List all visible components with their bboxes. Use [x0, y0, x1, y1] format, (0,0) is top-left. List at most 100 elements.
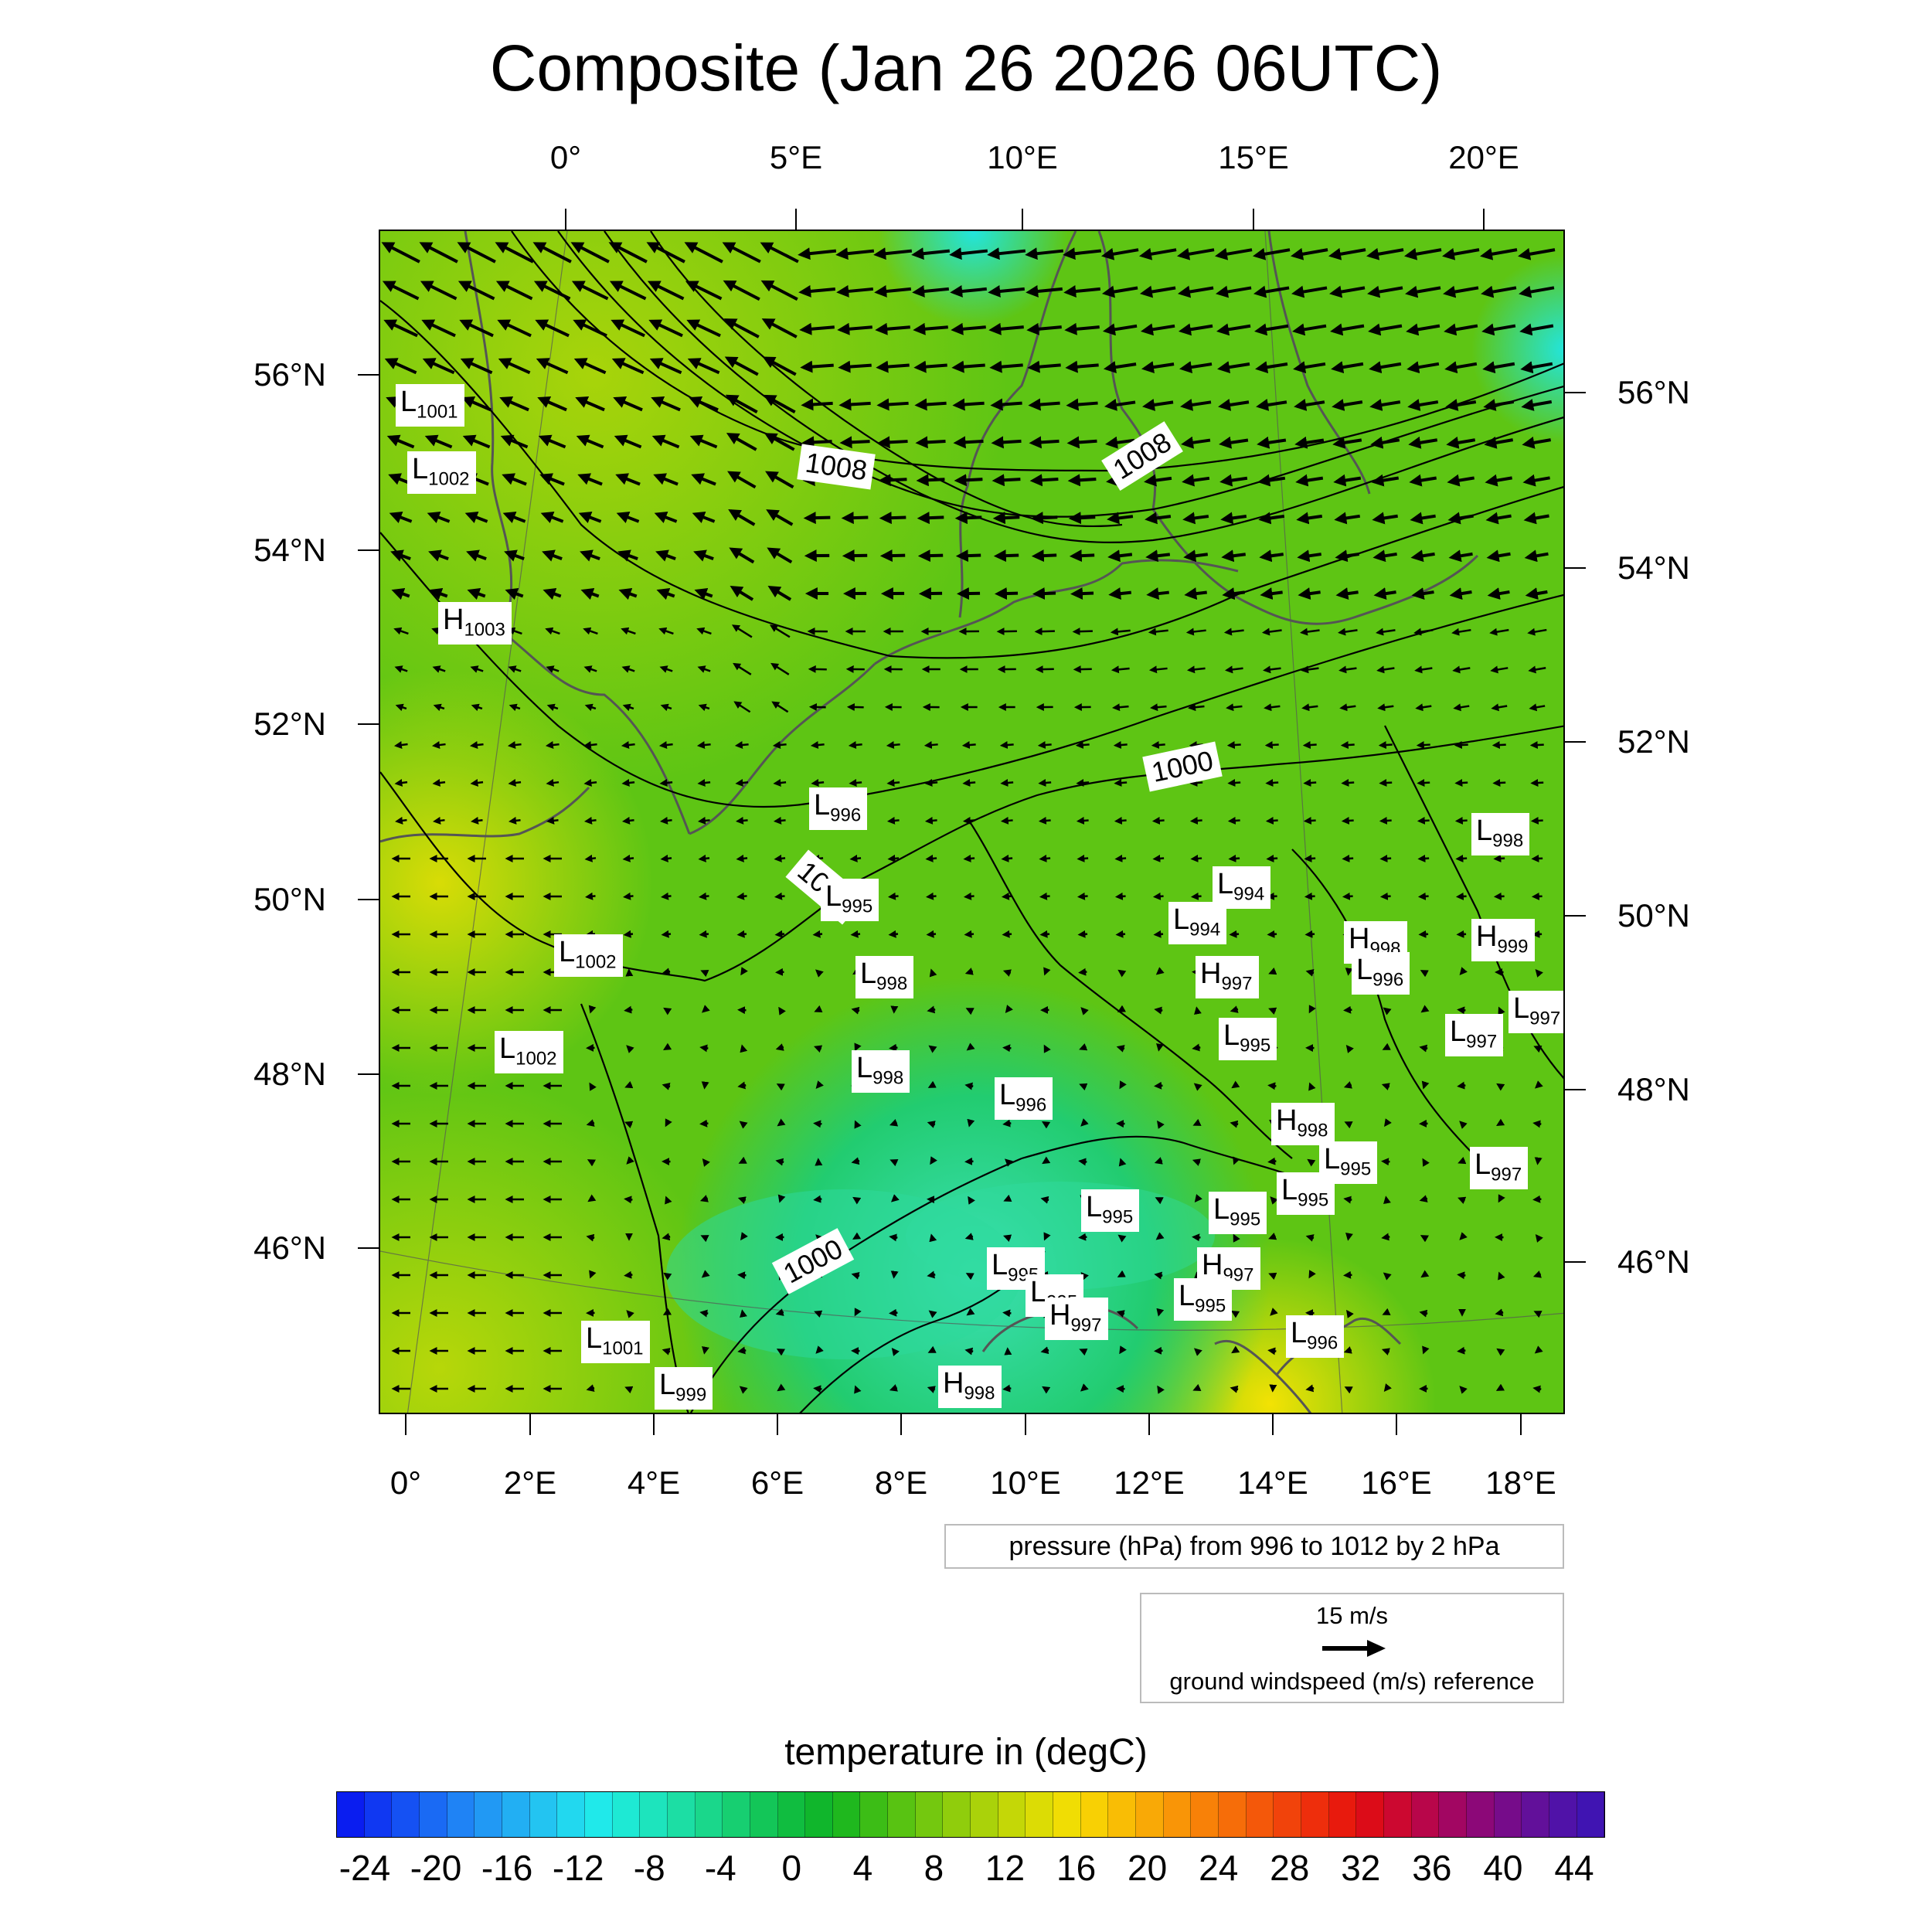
wind-arrow: [1496, 1348, 1505, 1356]
center-type: H: [943, 1367, 964, 1400]
wind-arrow: [1421, 1080, 1430, 1090]
wind-arrow: [617, 549, 638, 562]
wind-arrow: [432, 778, 446, 787]
wind-arrow: [737, 1346, 747, 1355]
wind-arrow: [800, 360, 834, 373]
colorbar-segment: [1549, 1792, 1577, 1837]
wind-arrow: [1480, 247, 1518, 260]
wind-arrow: [993, 549, 1019, 563]
right-lat-label: 56°N: [1617, 374, 1690, 410]
wind-arrow: [586, 1233, 595, 1242]
wind-arrow: [1535, 969, 1543, 978]
wind-arrow: [951, 360, 985, 373]
colorbar-segment: [1522, 1792, 1549, 1837]
wind-arrow: [1341, 778, 1355, 787]
colorbar-segment: [943, 1792, 971, 1837]
center-value: 1001: [417, 401, 458, 423]
wind-arrow: [1155, 967, 1165, 975]
wind-arrow: [801, 436, 832, 449]
wind-arrow: [461, 396, 492, 412]
wind-arrow: [1530, 778, 1544, 787]
wind-arrow: [1301, 665, 1319, 674]
wind-arrow: [656, 588, 675, 600]
wind-arrow: [1002, 1044, 1012, 1053]
bottom-lon-label: 6°E: [750, 1464, 804, 1501]
wind-arrow: [587, 1194, 597, 1202]
wind-arrow: [1344, 1386, 1353, 1394]
wind-arrow: [699, 1044, 709, 1053]
colorbar-segment: [474, 1792, 502, 1837]
wind-arrow: [854, 1385, 862, 1394]
wind-arrow: [1343, 1270, 1352, 1279]
wind-arrow: [1413, 628, 1434, 636]
wind-arrow: [1265, 778, 1279, 787]
wind-arrow: [386, 434, 415, 449]
chart-title: Composite (Jan 26 2026 06UTC): [489, 32, 1443, 104]
wind-arrow: [624, 1386, 634, 1394]
wind-arrow: [1270, 1308, 1278, 1316]
wind-arrow: [737, 1271, 747, 1280]
wind-arrow: [1003, 1194, 1012, 1202]
wind-arrow: [914, 398, 947, 411]
wind-arrow: [1447, 512, 1474, 525]
center-value: 994: [1233, 883, 1265, 905]
map-canvas: [380, 231, 1563, 1413]
wind-arrow: [1037, 741, 1052, 749]
wind-arrow: [1110, 628, 1131, 636]
wind-arrow: [1229, 930, 1240, 938]
wind-arrow: [1498, 1271, 1505, 1281]
wind-arrow: [546, 778, 560, 787]
wind-arrow: [1028, 398, 1060, 411]
wind-arrow: [546, 703, 559, 712]
wind-arrow: [1002, 1119, 1012, 1128]
wind-arrow: [1192, 1158, 1201, 1166]
wind-arrow: [879, 512, 906, 525]
center-value: 999: [675, 1384, 707, 1406]
wind-arrow: [495, 242, 534, 264]
wind-arrow: [1117, 1005, 1127, 1012]
wind-arrow: [889, 1308, 898, 1317]
wind-arrow: [692, 511, 716, 523]
wind-arrow: [761, 318, 798, 338]
wind-arrow: [470, 778, 484, 787]
wind-arrow: [737, 1196, 747, 1204]
colorbar-segment: [584, 1792, 613, 1837]
wind-arrow: [724, 356, 759, 376]
wind-arrow: [395, 703, 407, 712]
wind-arrow: [684, 242, 723, 264]
colorbar-tick-label: 40: [1483, 1848, 1523, 1888]
wind-arrow: [700, 1235, 709, 1243]
low-pressure-center: L995: [1174, 1278, 1233, 1321]
center-type: L: [1291, 1317, 1308, 1349]
wind-arrow: [424, 434, 453, 449]
wind-arrow: [1145, 512, 1172, 525]
wind-arrow: [1519, 323, 1554, 336]
wind-arrow: [508, 665, 522, 673]
wind-arrow: [419, 242, 458, 264]
wind-arrow: [696, 741, 711, 749]
center-value: 995: [1195, 1295, 1226, 1317]
wind-arrow: [841, 512, 869, 525]
wind-arrow: [1532, 1270, 1542, 1278]
wind-arrow: [1442, 247, 1480, 260]
wind-arrow: [1077, 892, 1088, 900]
center-value: 997: [1491, 1164, 1522, 1185]
wind-arrow: [1376, 665, 1395, 674]
wind-arrow: [613, 396, 643, 412]
center-type: L: [659, 1369, 676, 1401]
wind-arrow: [545, 741, 560, 749]
wind-arrow: [700, 969, 709, 978]
wind-arrow: [1410, 549, 1435, 563]
wind-arrow: [648, 319, 683, 338]
wind-arrow: [1193, 1083, 1202, 1091]
colorbar-segment: [1053, 1792, 1081, 1837]
wind-arrow: [1444, 323, 1478, 336]
wind-arrow: [573, 358, 607, 375]
wind-arrow: [1179, 361, 1213, 374]
wind-arrow: [1308, 1005, 1316, 1014]
wind-arrow: [509, 703, 521, 712]
center-value: 1001: [602, 1338, 644, 1359]
center-value: 995: [1340, 1158, 1372, 1180]
wind-arrow: [1100, 247, 1139, 260]
